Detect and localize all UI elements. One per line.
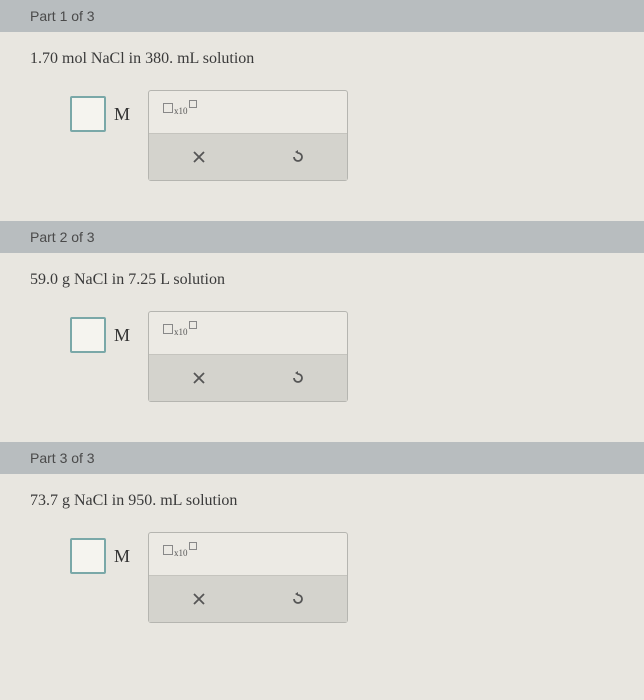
part-body: 59.0 g NaCl in 7.25 L solution M x10	[0, 253, 644, 412]
exponent-box-icon	[189, 542, 197, 550]
answer-input[interactable]	[70, 96, 106, 132]
tool-bottom	[149, 133, 347, 180]
scientific-notation-button[interactable]: x10	[161, 543, 199, 557]
sci-label: x10	[174, 106, 188, 116]
tool-top: x10	[149, 533, 347, 575]
part-2: Part 2 of 3 59.0 g NaCl in 7.25 L soluti…	[0, 221, 644, 412]
sci-label: x10	[174, 327, 188, 337]
answer-input[interactable]	[70, 538, 106, 574]
tool-top: x10	[149, 91, 347, 133]
undo-icon	[290, 370, 306, 386]
quiz-container: Part 1 of 3 1.70 mol NaCl in 380. mL sol…	[0, 0, 644, 633]
x-icon	[192, 592, 206, 606]
unit-label: M	[114, 546, 130, 567]
tool-panel: x10	[148, 311, 348, 402]
tool-top: x10	[149, 312, 347, 354]
scientific-notation-button[interactable]: x10	[161, 101, 199, 115]
undo-icon	[290, 149, 306, 165]
part-body: 1.70 mol NaCl in 380. mL solution M x10	[0, 32, 644, 191]
x-icon	[192, 371, 206, 385]
unit-label: M	[114, 104, 130, 125]
tool-bottom	[149, 354, 347, 401]
answer-row: M x10	[30, 311, 614, 402]
part-header: Part 3 of 3	[0, 442, 644, 474]
x-icon	[192, 150, 206, 164]
input-group: M	[70, 532, 130, 574]
part-header: Part 2 of 3	[0, 221, 644, 253]
mantissa-box-icon	[163, 103, 173, 113]
sci-label: x10	[174, 548, 188, 558]
part-1: Part 1 of 3 1.70 mol NaCl in 380. mL sol…	[0, 0, 644, 191]
mantissa-box-icon	[163, 545, 173, 555]
reset-button[interactable]	[285, 365, 311, 391]
clear-button[interactable]	[186, 586, 212, 612]
reset-button[interactable]	[285, 586, 311, 612]
prompt-text: 59.0 g NaCl in 7.25 L solution	[30, 271, 614, 289]
scientific-notation-button[interactable]: x10	[161, 322, 199, 336]
unit-label: M	[114, 325, 130, 346]
tool-panel: x10	[148, 90, 348, 181]
answer-row: M x10	[30, 90, 614, 181]
part-3: Part 3 of 3 73.7 g NaCl in 950. mL solut…	[0, 442, 644, 633]
answer-input[interactable]	[70, 317, 106, 353]
exponent-box-icon	[189, 321, 197, 329]
clear-button[interactable]	[186, 365, 212, 391]
mantissa-box-icon	[163, 324, 173, 334]
answer-row: M x10	[30, 532, 614, 623]
reset-button[interactable]	[285, 144, 311, 170]
part-header: Part 1 of 3	[0, 0, 644, 32]
clear-button[interactable]	[186, 144, 212, 170]
tool-panel: x10	[148, 532, 348, 623]
tool-bottom	[149, 575, 347, 622]
input-group: M	[70, 311, 130, 353]
part-body: 73.7 g NaCl in 950. mL solution M x10	[0, 474, 644, 633]
input-group: M	[70, 90, 130, 132]
prompt-text: 73.7 g NaCl in 950. mL solution	[30, 492, 614, 510]
exponent-box-icon	[189, 100, 197, 108]
prompt-text: 1.70 mol NaCl in 380. mL solution	[30, 50, 614, 68]
undo-icon	[290, 591, 306, 607]
